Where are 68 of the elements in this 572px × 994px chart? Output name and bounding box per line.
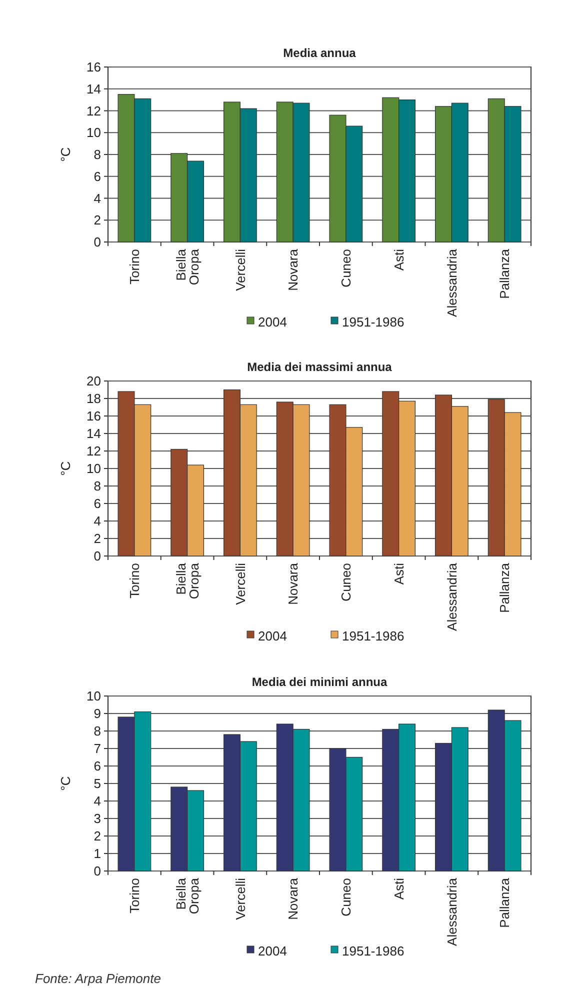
- x-tick-label: Alessandria: [444, 562, 460, 631]
- y-tick-label: 4: [94, 794, 101, 809]
- x-tick-label: Asti: [391, 562, 406, 585]
- y-tick-label: 6: [94, 168, 101, 184]
- x-tick-label: Biella Oropa: [173, 877, 202, 914]
- y-axis-title: °C: [58, 461, 73, 476]
- y-tick-label: 14: [86, 81, 101, 96]
- x-tick-label: Pallanza: [497, 562, 512, 613]
- y-tick-label: 10: [86, 461, 101, 476]
- y-tick-label: 3: [94, 811, 101, 826]
- legend-label: 1951-1986: [342, 628, 404, 644]
- y-tick-label: 16: [86, 60, 101, 75]
- x-tick-label: Biella Oropa: [173, 562, 202, 600]
- x-tick-label: Vercelli: [232, 878, 248, 920]
- x-tick-label: Asti: [391, 248, 406, 271]
- x-tick-label: Asti: [391, 878, 406, 900]
- y-tick-label: 14: [86, 426, 101, 442]
- x-tick-label: Torino: [126, 563, 142, 598]
- y-tick-label: 2: [94, 531, 101, 546]
- y-tick-label: 12: [86, 444, 101, 459]
- legend-label: 2004: [258, 628, 287, 644]
- y-tick-label: 20: [86, 374, 101, 389]
- x-tick-label: Vercelli: [232, 562, 248, 605]
- y-tick-label: 6: [94, 758, 101, 774]
- legend-label: 1951-1986: [342, 314, 404, 330]
- y-tick-label: 1: [94, 846, 101, 862]
- y-tick-label: 10: [86, 688, 101, 704]
- x-tick-label: Pallanza: [497, 877, 512, 928]
- y-tick-label: 8: [94, 147, 101, 162]
- y-tick-label: 0: [94, 548, 101, 564]
- x-tick-label: Biella Oropa: [173, 248, 202, 286]
- y-tick-label: 9: [94, 706, 101, 722]
- chart-title: Media dei massimi annua: [247, 360, 392, 374]
- source-note: Fonte: Arpa Piemonte: [35, 971, 161, 986]
- x-tick-label: Pallanza: [497, 248, 512, 299]
- x-tick-label: Cuneo: [338, 249, 354, 288]
- x-tick-label: Torino: [126, 249, 142, 284]
- x-tick-label: Cuneo: [338, 563, 354, 602]
- x-tick-label: Torino: [126, 878, 142, 914]
- x-tick-label: Novara: [286, 248, 301, 291]
- y-tick-label: 2: [94, 212, 101, 228]
- chart-title: Media dei minimi annua: [252, 675, 388, 689]
- y-tick-label: 12: [86, 103, 101, 118]
- x-tick-label: Novara: [286, 877, 301, 920]
- y-tick-label: 6: [94, 496, 101, 512]
- y-tick-label: 4: [94, 514, 101, 529]
- y-tick-label: 18: [86, 391, 101, 406]
- x-tick-label: Vercelli: [232, 248, 248, 291]
- y-tick-label: 0: [94, 864, 101, 879]
- y-axis-title: °C: [58, 147, 73, 162]
- legend-label: 1951-1986: [342, 944, 404, 959]
- x-tick-label: Novara: [286, 562, 301, 605]
- y-tick-label: 8: [94, 478, 101, 494]
- legend-label: 2004: [258, 314, 287, 330]
- y-tick-label: 8: [94, 724, 101, 739]
- y-tick-label: 10: [86, 125, 101, 140]
- y-tick-label: 5: [94, 776, 101, 792]
- x-tick-label: Alessandria: [444, 248, 460, 317]
- y-tick-label: 16: [86, 408, 101, 424]
- y-axis-title: °C: [58, 776, 73, 791]
- x-tick-label: Cuneo: [338, 878, 354, 916]
- chart-title: Media annua: [283, 46, 356, 60]
- y-tick-label: 7: [94, 741, 101, 756]
- legend-label: 2004: [258, 944, 287, 959]
- y-tick-label: 4: [94, 190, 101, 206]
- y-tick-label: 0: [94, 234, 101, 250]
- y-tick-label: 2: [94, 828, 101, 844]
- x-tick-label: Alessandria: [444, 877, 460, 946]
